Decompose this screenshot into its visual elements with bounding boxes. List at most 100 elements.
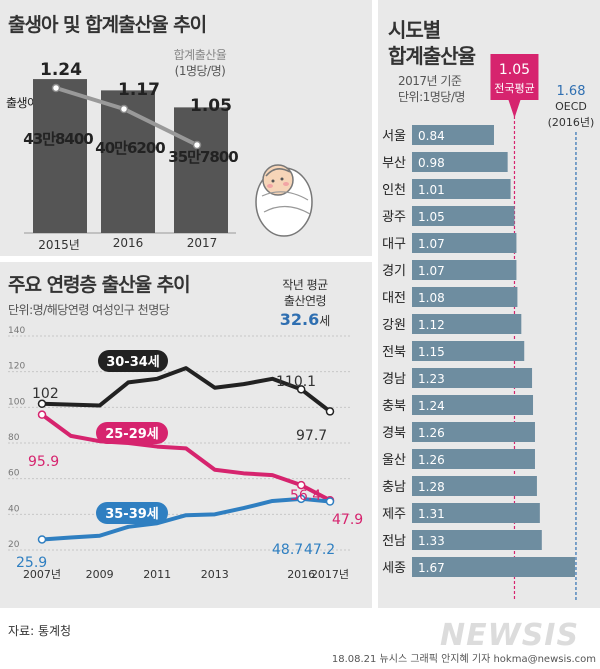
region-name: 경기 [382, 264, 406, 279]
baby-illustration [255, 164, 313, 237]
age-xtick: 2009 [86, 568, 114, 581]
region-name: 전남 [382, 534, 406, 549]
region-name: 경북 [382, 426, 406, 441]
age-line-0 [41, 366, 332, 414]
age-value-label: 25.9 [16, 555, 47, 571]
region-value: 1.26 [418, 453, 445, 467]
age-point [296, 480, 306, 490]
regions-title-1: 시도별 [388, 18, 441, 42]
region-value: 1.67 [418, 561, 445, 575]
age-ytick: 140 [8, 326, 25, 336]
age-ytick: 80 [8, 433, 20, 443]
births-xtick-2015: 2015년 [38, 238, 80, 252]
region-value: 1.12 [418, 318, 445, 332]
age-point [296, 385, 306, 394]
oecd-value: 1.68 [556, 84, 586, 99]
region-name: 전북 [382, 345, 406, 360]
rate-value-2016: 1.17 [118, 80, 160, 100]
births-value-2015: 43만8400 [23, 130, 93, 148]
rate-value-2015: 1.24 [40, 60, 82, 80]
region-bar [412, 125, 494, 145]
age-point [325, 497, 335, 506]
region-bar [412, 395, 534, 415]
age-value-label: 97.7 [296, 428, 327, 444]
national-average-marker [490, 54, 539, 118]
births-title: 출생아 및 합계출산율 추이 [8, 14, 207, 36]
region-value: 1.15 [418, 345, 445, 359]
region-name: 광주 [382, 210, 406, 225]
region-bar [412, 260, 517, 280]
age-value-label: 102 [32, 386, 59, 402]
region-name: 서울 [382, 129, 406, 144]
age-value-label: 95.9 [28, 454, 59, 470]
region-bar [412, 179, 511, 199]
series-label-0: 30-34세 [106, 355, 160, 370]
regions-unit: 단위:1명당/명 [398, 90, 465, 104]
age-point [296, 494, 306, 504]
region-value: 1.07 [418, 237, 445, 251]
age-point [37, 410, 47, 419]
age-ytick: 40 [8, 504, 20, 514]
region-name: 대구 [382, 237, 406, 252]
series-label-1: 25-29세 [105, 427, 159, 442]
age-xtick: 2007년 [23, 568, 61, 581]
series-label-box-2 [96, 502, 168, 524]
age-xtick: 2017년 [311, 568, 349, 581]
avg-age: 32.6세 [262, 310, 348, 329]
age-point [37, 399, 47, 409]
region-value: 1.07 [418, 264, 445, 278]
rate-point-0 [51, 83, 61, 93]
age-value-label: 47.2 [304, 542, 335, 558]
series-label-box-1 [96, 422, 168, 444]
region-name: 제주 [382, 507, 406, 522]
national-average-value: 1.05 [499, 62, 530, 78]
age-ytick: 120 [8, 362, 25, 372]
region-value: 1.28 [418, 480, 445, 494]
age-ytick: 100 [8, 397, 25, 407]
region-value: 1.08 [418, 291, 445, 305]
avg-age-unit: 세 [319, 314, 331, 328]
rate-value-2017: 1.05 [190, 96, 232, 116]
source: 자료: 통계청 [8, 624, 72, 638]
region-bar [412, 530, 542, 550]
births-chart [24, 79, 236, 234]
oecd-label: OECD [555, 100, 587, 113]
region-value: 1.31 [418, 507, 445, 521]
age-value-label: 47.9 [332, 512, 363, 528]
births-xtick-2017: 2017 [186, 236, 218, 250]
region-bar [412, 449, 535, 469]
region-name: 인천 [382, 183, 406, 198]
region-value: 0.84 [418, 129, 445, 143]
rate-legend-unit: (1명당/명) [174, 64, 226, 78]
region-bar [412, 476, 537, 496]
avg-age-label-2: 출산연령 [283, 294, 327, 308]
age-ytick: 60 [8, 469, 20, 479]
rate-point-2 [192, 140, 202, 150]
credit: 18.08.21 뉴시스 그래픽 안지혜 기자 hokma@newsis.com [331, 654, 596, 665]
rate-point-1 [119, 104, 129, 114]
age-line-1 [40, 413, 331, 503]
region-value: 1.23 [418, 372, 445, 386]
national-average-label: 전국평균 [494, 82, 534, 95]
age-ytick: 20 [8, 540, 20, 550]
region-name: 울산 [382, 453, 406, 468]
region-name: 충남 [382, 480, 406, 495]
births-bar-2 [174, 107, 228, 233]
age-point [37, 535, 47, 544]
age-point [325, 407, 335, 416]
region-value: 1.01 [418, 183, 445, 197]
region-bar [412, 287, 518, 307]
region-value: 0.98 [418, 156, 445, 170]
avg-age-label-1: 작년 평균 [282, 278, 328, 292]
region-bar [412, 422, 535, 442]
region-name: 강원 [382, 318, 406, 333]
avg-age-value: 32.6 [279, 310, 320, 329]
age-xtick: 2011 [143, 568, 171, 581]
region-bar [412, 557, 575, 577]
series-label-box-0 [98, 350, 168, 372]
births-bar-1 [101, 90, 155, 234]
region-bar [412, 368, 533, 388]
region-name: 대전 [382, 291, 406, 306]
region-name: 세종 [382, 561, 406, 576]
